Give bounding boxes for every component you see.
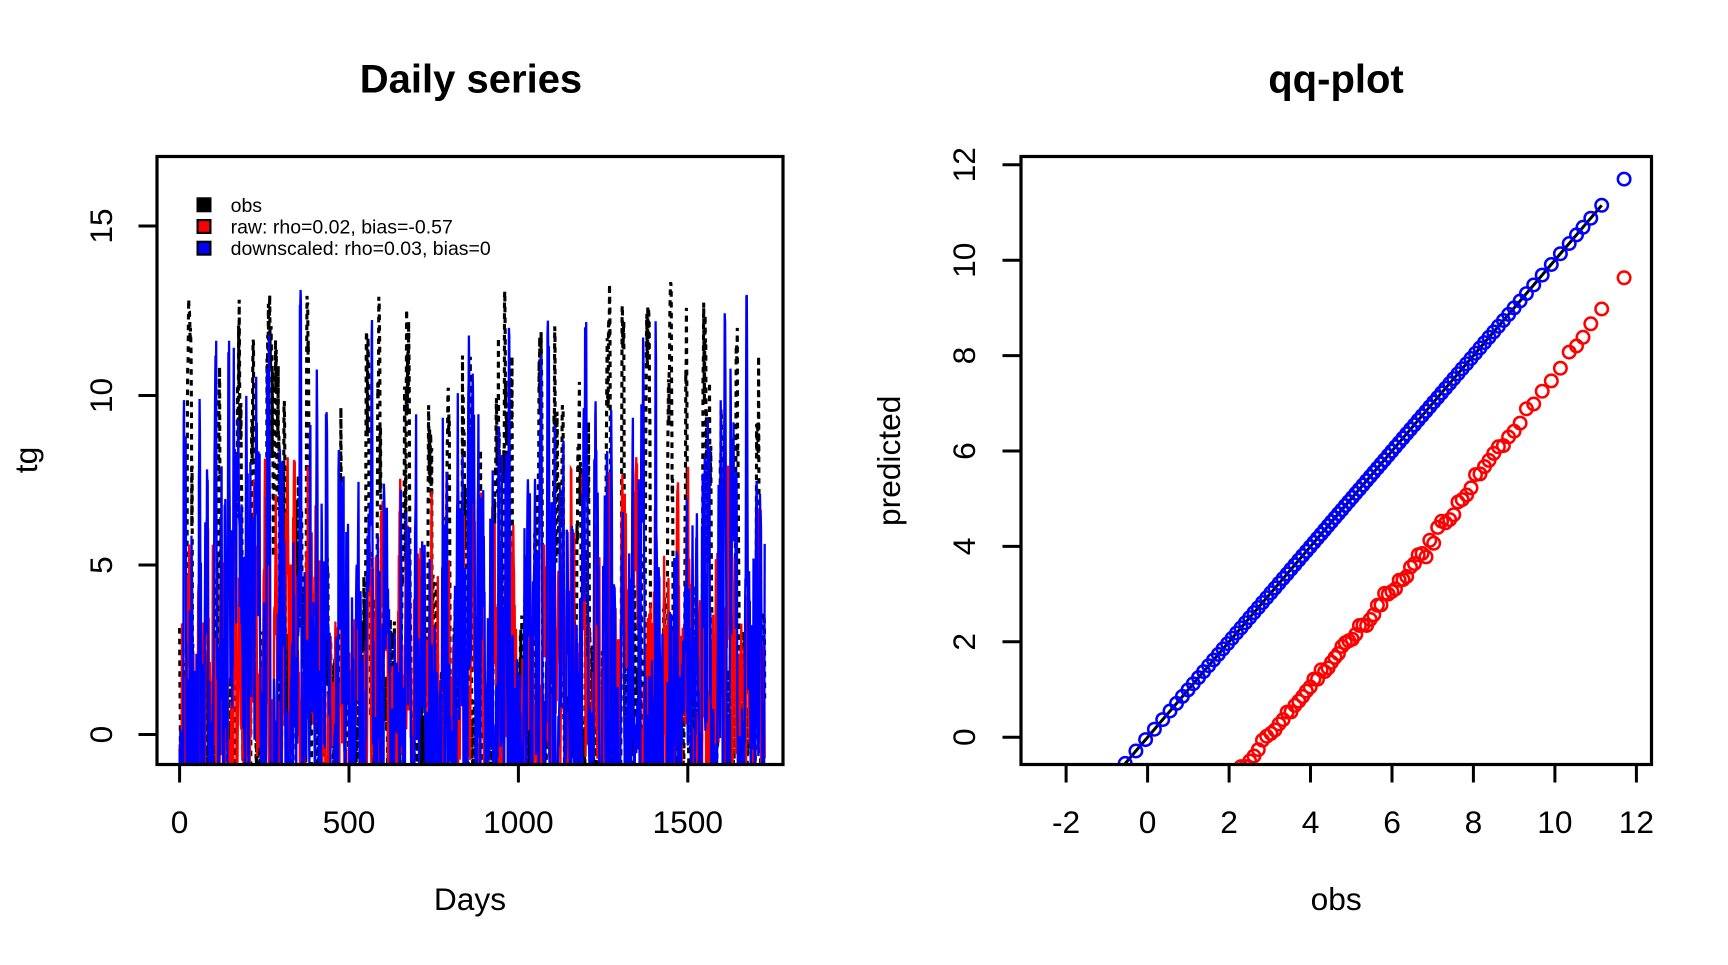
svg-text:12: 12 bbox=[946, 147, 982, 182]
svg-text:8: 8 bbox=[1465, 804, 1483, 840]
svg-text:qq-plot: qq-plot bbox=[1268, 58, 1404, 102]
svg-text:500: 500 bbox=[323, 804, 376, 840]
svg-text:obs: obs bbox=[231, 195, 263, 217]
svg-text:2: 2 bbox=[946, 633, 982, 651]
svg-text:Daily series: Daily series bbox=[360, 58, 582, 102]
svg-text:0: 0 bbox=[946, 728, 982, 746]
svg-text:10: 10 bbox=[83, 378, 119, 413]
svg-text:0: 0 bbox=[171, 804, 189, 840]
svg-text:0: 0 bbox=[83, 726, 119, 744]
svg-text:raw: rho=0.02, bias=-0.57: raw: rho=0.02, bias=-0.57 bbox=[231, 217, 453, 239]
svg-text:10: 10 bbox=[946, 243, 982, 278]
svg-text:4: 4 bbox=[1302, 804, 1320, 840]
svg-text:-2: -2 bbox=[1052, 804, 1080, 840]
svg-text:10: 10 bbox=[1537, 804, 1572, 840]
svg-text:1000: 1000 bbox=[483, 804, 554, 840]
svg-text:4: 4 bbox=[946, 538, 982, 556]
svg-text:6: 6 bbox=[1383, 804, 1401, 840]
svg-text:12: 12 bbox=[1619, 804, 1654, 840]
svg-text:1500: 1500 bbox=[653, 804, 724, 840]
svg-text:0: 0 bbox=[1139, 804, 1157, 840]
svg-text:2: 2 bbox=[1220, 804, 1238, 840]
svg-text:downscaled: rho=0.03, bias=0: downscaled: rho=0.03, bias=0 bbox=[231, 238, 491, 260]
svg-text:predicted: predicted bbox=[871, 396, 907, 526]
svg-text:Days: Days bbox=[434, 881, 506, 917]
svg-text:5: 5 bbox=[83, 556, 119, 574]
svg-text:8: 8 bbox=[946, 347, 982, 365]
svg-text:tg: tg bbox=[8, 447, 44, 473]
svg-text:obs: obs bbox=[1311, 881, 1362, 917]
svg-text:15: 15 bbox=[83, 208, 119, 243]
svg-text:6: 6 bbox=[946, 442, 982, 460]
